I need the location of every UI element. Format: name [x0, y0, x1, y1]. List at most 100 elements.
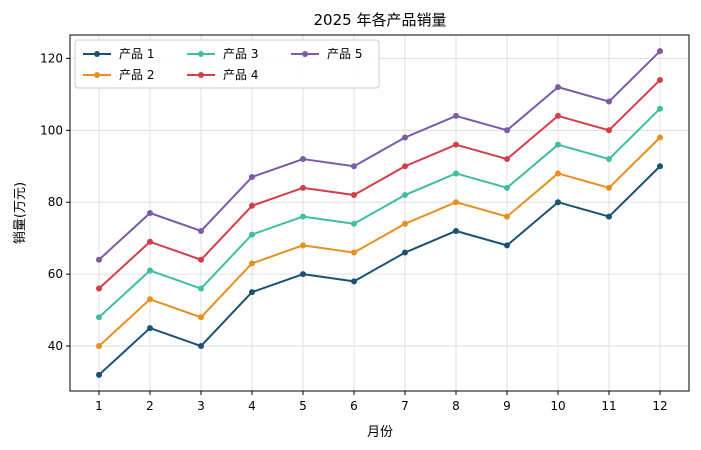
data-point — [96, 256, 102, 263]
data-point — [453, 112, 459, 119]
data-point — [147, 296, 153, 303]
plot-frame — [69, 34, 690, 392]
x-tick-label: 9 — [503, 399, 511, 413]
data-point — [453, 227, 459, 234]
legend-label: 产品 3 — [223, 47, 258, 61]
data-point — [147, 325, 153, 332]
data-point — [147, 210, 153, 216]
data-point — [504, 242, 510, 249]
data-point — [147, 238, 153, 245]
legend-item: 产品 4 — [187, 68, 258, 82]
data-point — [351, 220, 357, 227]
data-point — [351, 249, 357, 256]
data-point — [300, 184, 306, 191]
data-point — [453, 141, 459, 148]
legend-item: 产品 5 — [291, 47, 362, 61]
data-point — [249, 202, 255, 209]
x-tick-label: 2 — [146, 399, 154, 413]
data-point — [96, 343, 102, 350]
legend-marker — [302, 51, 308, 57]
data-point — [249, 231, 255, 238]
x-tick-label: 5 — [299, 399, 307, 413]
data-point — [198, 256, 204, 263]
y-tick-label: 60 — [48, 267, 63, 281]
legend-label: 产品 2 — [119, 68, 154, 82]
data-point — [402, 249, 408, 256]
series-line — [98, 136, 661, 347]
data-point — [504, 127, 510, 134]
data-point — [555, 141, 561, 148]
legend-marker — [94, 51, 100, 57]
data-point — [657, 134, 663, 141]
y-tick-label: 100 — [40, 123, 63, 137]
x-tick-label: 8 — [452, 399, 460, 413]
data-point — [402, 134, 408, 141]
data-point — [657, 163, 663, 170]
data-point — [402, 192, 408, 199]
data-point — [606, 184, 612, 191]
data-point — [606, 127, 612, 134]
series-line — [98, 165, 661, 376]
series-2 — [96, 134, 663, 350]
data-point — [555, 170, 561, 177]
data-point — [504, 213, 510, 220]
x-tick-label: 3 — [197, 399, 205, 413]
series-4 — [96, 76, 663, 292]
x-tick-label: 12 — [652, 399, 667, 413]
series-5 — [96, 48, 663, 263]
data-point — [96, 285, 102, 292]
x-tick-label: 11 — [601, 399, 616, 413]
data-point — [300, 271, 306, 278]
legend-item: 产品 2 — [83, 68, 154, 82]
x-axis: 1 2 3 4 5 6 7 8 9 10 11 12 — [95, 391, 668, 413]
x-tick-label: 4 — [248, 399, 256, 413]
data-point — [402, 163, 408, 170]
data-point — [402, 220, 408, 227]
data-point — [555, 199, 561, 206]
data-point — [198, 314, 204, 321]
series-line — [98, 108, 661, 319]
y-tick-label: 80 — [48, 195, 63, 209]
series-line — [98, 79, 661, 290]
x-tick-label: 6 — [350, 399, 358, 413]
x-axis-label: 月份 — [367, 425, 393, 440]
data-point — [555, 112, 561, 119]
data-point — [453, 170, 459, 177]
legend-marker — [94, 72, 100, 78]
data-point — [300, 156, 306, 163]
data-point — [555, 84, 561, 91]
data-point — [504, 184, 510, 191]
data-point — [657, 48, 663, 55]
legend-label: 产品 5 — [327, 47, 362, 61]
data-point — [198, 227, 204, 234]
legend-marker — [198, 51, 204, 57]
data-point — [147, 267, 153, 274]
data-point — [453, 199, 459, 206]
data-point — [351, 278, 357, 285]
y-axis-label: 销量(万元) — [13, 182, 28, 244]
data-point — [606, 98, 612, 105]
y-tick-label: 120 — [40, 51, 63, 65]
x-tick-label: 1 — [95, 399, 103, 413]
legend-item: 产品 3 — [187, 47, 258, 61]
legend-item: 产品 1 — [83, 47, 154, 61]
data-point — [198, 343, 204, 350]
data-point — [606, 213, 612, 220]
data-point — [657, 105, 663, 112]
series-layer — [96, 48, 663, 378]
data-point — [96, 371, 102, 378]
y-tick-label: 40 — [48, 339, 63, 353]
series-line — [98, 50, 661, 261]
legend-marker — [198, 72, 204, 78]
legend-label: 产品 4 — [223, 68, 258, 82]
data-point — [351, 192, 357, 199]
data-point — [249, 174, 255, 181]
series-3 — [96, 105, 663, 321]
data-point — [300, 242, 306, 249]
data-point — [300, 213, 306, 220]
data-point — [351, 163, 357, 170]
legend: 产品 1 产品 2 产品 3 产品 4 产品 5 — [74, 39, 380, 89]
data-point — [606, 156, 612, 163]
series-1 — [96, 163, 663, 378]
